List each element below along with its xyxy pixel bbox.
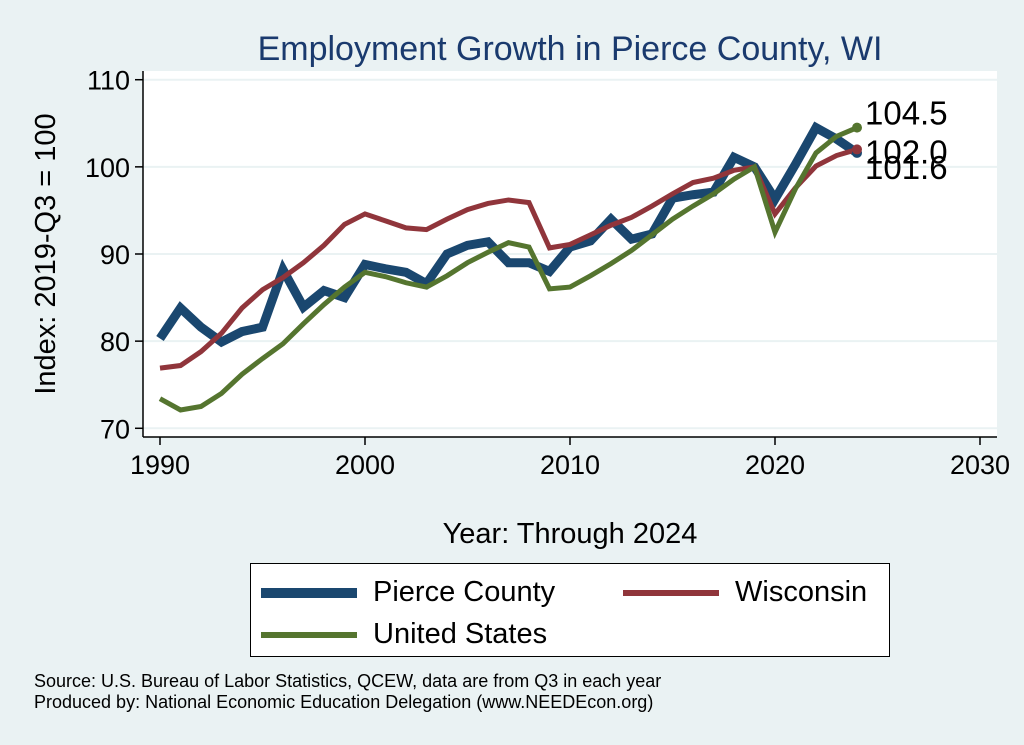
legend-item-pierce-county: Pierce County — [261, 576, 555, 609]
legend-label-united-states: United States — [373, 618, 548, 650]
legend-swatch-pierce-county — [261, 587, 357, 598]
y-tick-label: 90 — [100, 240, 130, 270]
end-label: 101.6 — [865, 149, 948, 186]
x-tick-label: 1990 — [130, 450, 190, 480]
x-tick-label: 2000 — [335, 450, 395, 480]
chart-title: Employment Growth in Pierce County, WI — [258, 30, 883, 68]
legend-swatch-wisconsin — [623, 589, 719, 596]
x-tick-label: 2020 — [745, 450, 805, 480]
end-label: 102.0 — [865, 133, 948, 170]
series-line-wisconsin — [159, 147, 858, 371]
legend-item-wisconsin: Wisconsin — [623, 576, 867, 609]
y-tick-label: 80 — [100, 327, 130, 357]
series-lines — [156, 121, 862, 413]
legend: Pierce County Wisconsin United States — [250, 563, 890, 657]
x-tick-label: 2030 — [950, 450, 1010, 480]
x-axis-label: Year: Through 2024 — [443, 518, 698, 550]
source-note: Source: U.S. Bureau of Labor Statistics,… — [34, 671, 661, 713]
legend-item-united-states: United States — [261, 618, 547, 651]
series-line-pierce-county — [156, 121, 860, 348]
axes: 70 80 90 100 110 1990 2000 2010 2020 2030 — [85, 66, 1010, 480]
legend-label-pierce-county: Pierce County — [373, 576, 556, 608]
x-tick-label: 2010 — [540, 450, 600, 480]
y-axis-label: Index: 2019-Q3 = 100 — [30, 113, 62, 394]
y-tick-label: 100 — [85, 153, 130, 183]
series-line-united-states — [158, 125, 858, 413]
producer-text: Produced by: National Economic Education… — [34, 692, 654, 712]
legend-swatch-united-states — [261, 631, 357, 638]
end-label: 104.5 — [865, 95, 948, 132]
legend-label-wisconsin: Wisconsin — [735, 576, 868, 608]
y-tick-label: 110 — [87, 66, 130, 96]
y-tick-label: 70 — [100, 414, 130, 444]
source-text: Source: U.S. Bureau of Labor Statistics,… — [34, 671, 662, 691]
end-marker-wisconsin — [852, 144, 862, 155]
end-marker-united-states — [852, 122, 862, 133]
